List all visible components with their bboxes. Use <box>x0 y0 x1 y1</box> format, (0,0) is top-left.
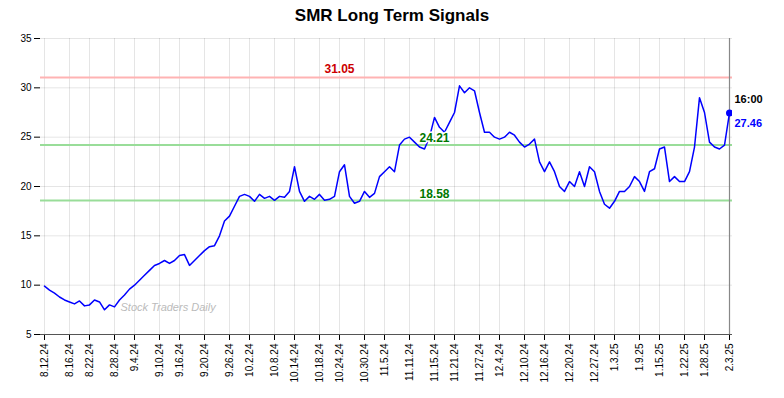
svg-text:9.26.24: 9.26.24 <box>224 343 235 377</box>
svg-text:16:00: 16:00 <box>735 93 763 105</box>
svg-text:12.4.24: 12.4.24 <box>494 343 505 377</box>
svg-text:1.28.25: 1.28.25 <box>699 343 710 377</box>
svg-text:30: 30 <box>20 82 32 93</box>
svg-text:5: 5 <box>26 329 32 340</box>
svg-text:1.3.25: 1.3.25 <box>609 343 620 371</box>
svg-text:10.14.24: 10.14.24 <box>289 343 300 382</box>
svg-text:1.22.25: 1.22.25 <box>679 343 690 377</box>
svg-text:10.8.24: 10.8.24 <box>269 343 280 377</box>
svg-text:12.27.24: 12.27.24 <box>589 343 600 382</box>
svg-text:8.28.24: 8.28.24 <box>109 343 120 377</box>
svg-text:8.22.24: 8.22.24 <box>84 343 95 377</box>
svg-text:1.9.25: 1.9.25 <box>634 343 645 371</box>
svg-text:31.05: 31.05 <box>324 62 354 76</box>
svg-text:9.4.24: 9.4.24 <box>129 343 140 371</box>
svg-text:10: 10 <box>20 279 32 290</box>
svg-text:9.10.24: 9.10.24 <box>154 343 165 377</box>
svg-text:8.12.24: 8.12.24 <box>39 343 50 377</box>
svg-text:20: 20 <box>20 181 32 192</box>
svg-text:35: 35 <box>20 33 32 44</box>
svg-text:15: 15 <box>20 230 32 241</box>
svg-text:12.20.24: 12.20.24 <box>564 343 575 382</box>
svg-text:11.27.24: 11.27.24 <box>474 343 485 382</box>
svg-text:Stock Traders Daily: Stock Traders Daily <box>121 301 218 313</box>
svg-text:18.58: 18.58 <box>420 187 450 201</box>
svg-text:11.15.24: 11.15.24 <box>429 343 440 382</box>
svg-text:10.30.24: 10.30.24 <box>359 343 370 382</box>
svg-text:12.10.24: 12.10.24 <box>519 343 530 382</box>
svg-text:10.24.24: 10.24.24 <box>334 343 345 382</box>
svg-text:10.2.24: 10.2.24 <box>244 343 255 377</box>
svg-text:8.16.24: 8.16.24 <box>64 343 75 377</box>
svg-text:11.5.24: 11.5.24 <box>379 343 390 376</box>
svg-text:2.3.25: 2.3.25 <box>724 343 735 371</box>
svg-text:27.46: 27.46 <box>735 117 763 129</box>
svg-text:11.11.24: 11.11.24 <box>404 343 415 381</box>
html-text:SMR Long Term Signals: SMR Long Term Signals <box>294 6 490 25</box>
svg-text:9.20.24: 9.20.24 <box>199 343 210 377</box>
svg-text:25: 25 <box>20 131 32 142</box>
svg-text:11.21.24: 11.21.24 <box>449 343 460 382</box>
svg-text:10.18.24: 10.18.24 <box>314 343 325 382</box>
svg-text:12.16.24: 12.16.24 <box>539 343 550 382</box>
svg-text:1.15.25: 1.15.25 <box>654 343 665 377</box>
svg-text:9.16.24: 9.16.24 <box>174 343 185 377</box>
svg-text:24.21: 24.21 <box>420 131 450 145</box>
